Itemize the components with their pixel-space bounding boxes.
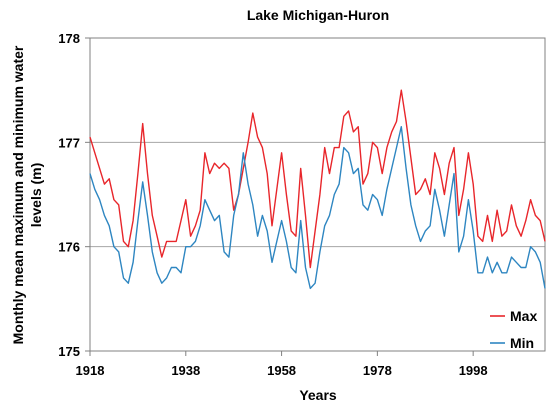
x-tick-label: 1918 [76, 363, 105, 378]
series-line-min [89, 125, 546, 290]
x-tick-label: 1958 [267, 363, 296, 378]
legend-label-min: Min [510, 335, 534, 351]
y-axis-label: Monthly mean maximum and minimum water l… [10, 45, 44, 344]
y-tick-label: 178 [58, 31, 80, 46]
x-tick-label: 1998 [459, 363, 488, 378]
legend: Max Min [490, 308, 537, 351]
x-tick-label: 1938 [171, 363, 200, 378]
y-tick-label: 177 [58, 135, 80, 150]
y-axis-tick-labels: 175 176 177 178 [58, 31, 80, 359]
x-axis-label: Years [299, 387, 337, 403]
plot-area [89, 37, 546, 352]
series-line-max [89, 89, 546, 269]
y-axis-label-line-1: Monthly mean maximum and minimum water [10, 45, 26, 344]
gridlines [90, 141, 545, 248]
y-tick-label: 175 [58, 344, 80, 359]
legend-label-max: Max [510, 308, 537, 324]
y-tick-label: 176 [58, 240, 80, 255]
x-tick-label: 1978 [363, 363, 392, 378]
chart-title: Lake Michigan-Huron [247, 7, 389, 23]
y-axis-label-line-2: levels (m) [28, 163, 44, 228]
x-axis-tick-labels: 1918 1938 1958 1978 1998 [76, 363, 488, 378]
axis-ticks [85, 37, 474, 356]
series-lines [89, 89, 546, 290]
